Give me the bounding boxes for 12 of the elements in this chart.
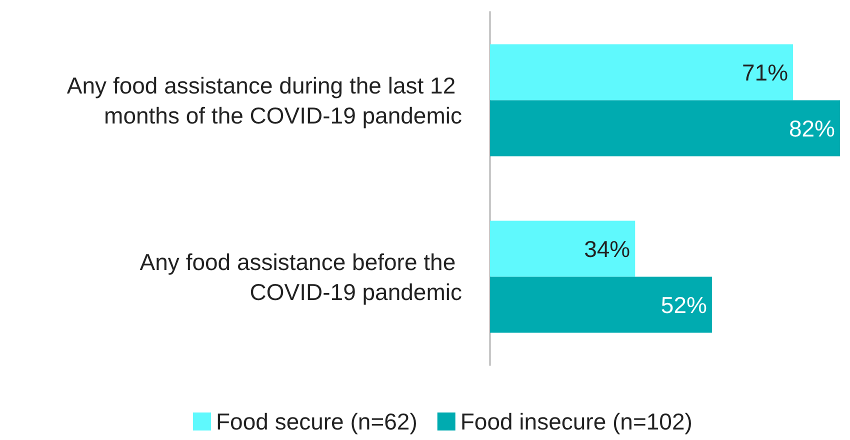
data-label: 34% — [584, 236, 630, 262]
bar — [490, 276, 712, 333]
y-tick-label: Any food assistance during the last 12 months of the COVID-19 pandemic — [66, 72, 462, 128]
bar — [490, 100, 840, 156]
data-label: 71% — [742, 59, 788, 86]
bar — [490, 220, 636, 277]
data-label: 52% — [660, 292, 707, 318]
data-label: 82% — [788, 115, 835, 142]
legend-label: Food insecure (n=102) — [460, 408, 692, 434]
legend-label: Food secure (n=62) — [216, 408, 418, 434]
bar — [490, 44, 794, 100]
y-tick-label: Any food assistance before the COVID-19 pandemic — [140, 248, 462, 305]
